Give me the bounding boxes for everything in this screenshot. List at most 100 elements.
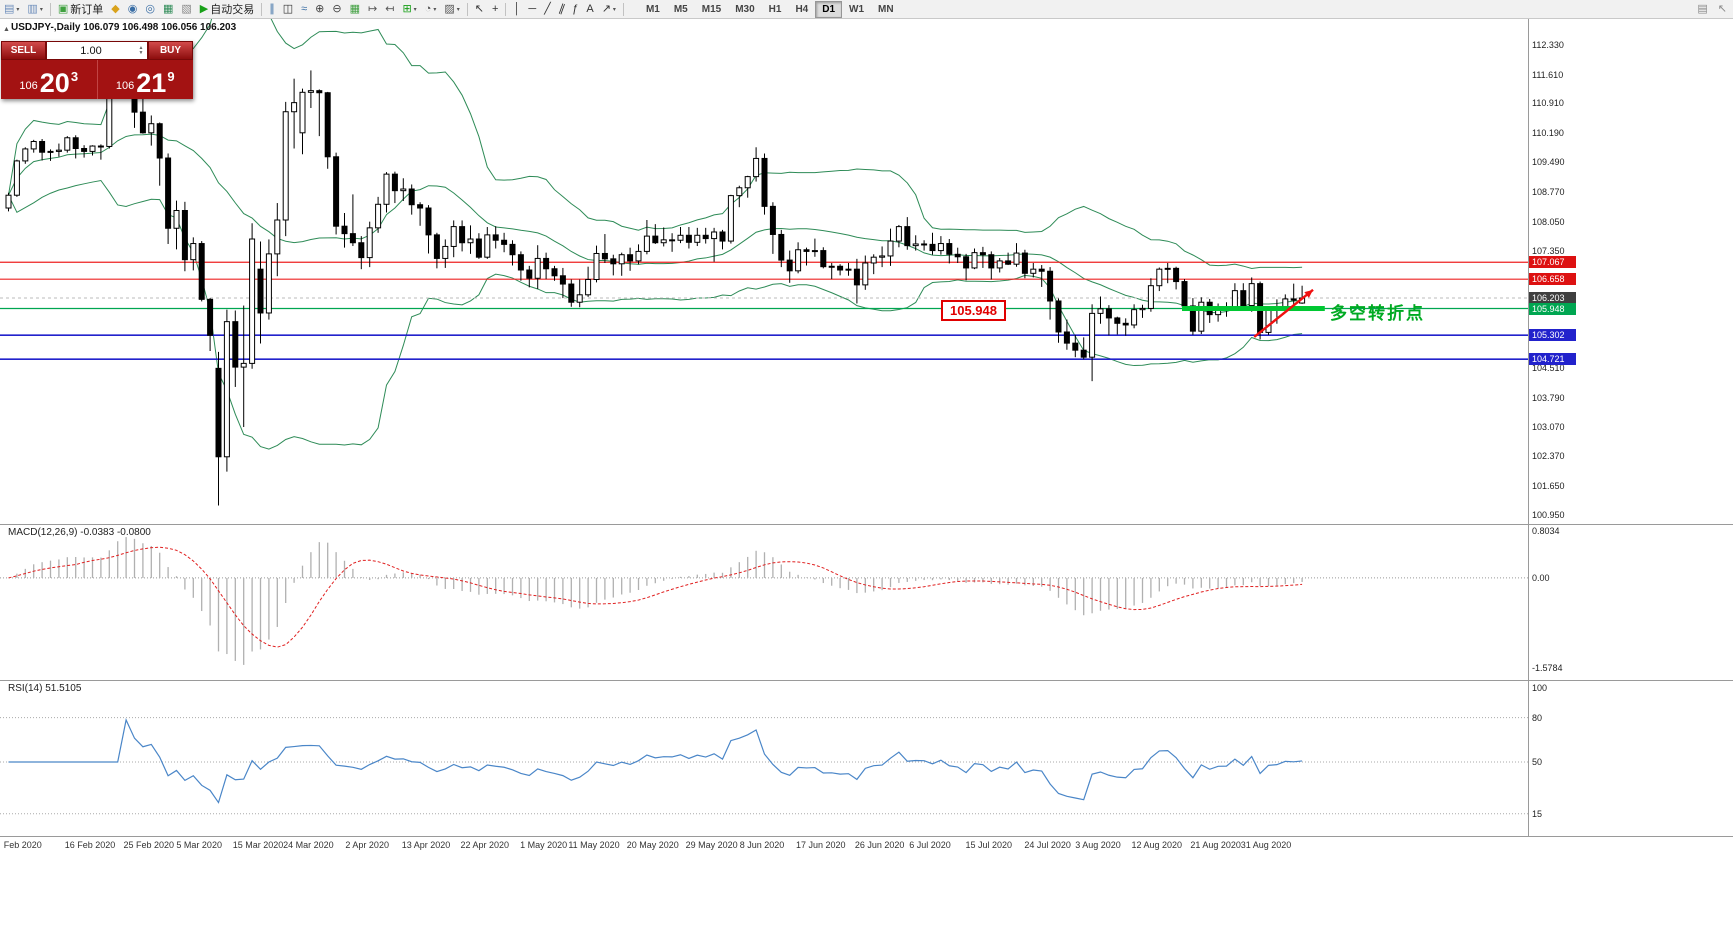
indicators-icon[interactable]: ⊞ ▾ (398, 1, 420, 17)
timeframe-d1[interactable]: D1 (815, 0, 843, 18)
candle (383, 173, 390, 205)
candle (669, 239, 676, 242)
candle (862, 262, 869, 286)
candle (711, 231, 718, 240)
vertical-line-icon[interactable]: │ (509, 1, 524, 17)
candle (627, 254, 634, 262)
candle (484, 234, 491, 258)
zoom-out-icon[interactable]: ⊖ (328, 1, 345, 17)
timeframe-m5[interactable]: M5 (673, 3, 688, 15)
channel-icon[interactable]: ∥ (555, 1, 569, 17)
timeframe-m15[interactable]: M15 (701, 3, 722, 15)
candle (1122, 322, 1129, 326)
candle (156, 123, 163, 159)
volume-down-icon[interactable]: ▼ (138, 49, 144, 56)
candle (22, 148, 29, 162)
candle (240, 362, 247, 368)
text-icon[interactable]: A (582, 1, 597, 17)
candle (895, 226, 902, 242)
toolbar-items: ▤ ▾ ▥ ▾ ▣ 新订单 ◆ ◉ ◎ ▦ ▧ ▶ 自动交易 ∥ ◫ ≈ ⊕ ⊖ ▦ ↦ ↤ ⊞ ▾ ◔ ▾ ▨ ▾ ↖ + │ ─ ╱ ∥ ƒ A… (0, 0, 901, 18)
candle (450, 226, 457, 247)
candle (459, 226, 466, 244)
templates-icon[interactable]: ▨ ▾ (440, 1, 463, 17)
candle (1072, 342, 1079, 351)
auto-trading-icon: ▶ (199, 2, 209, 15)
candle (1021, 252, 1028, 274)
candle (921, 243, 928, 246)
candle (702, 234, 709, 240)
toolbar-right: ▤ ↖ (1697, 0, 1727, 18)
fibonacci-icon[interactable]: ƒ (568, 1, 582, 17)
periods-icon[interactable]: ◔ ▾ (421, 1, 441, 17)
new-chart-icon[interactable]: ▤ ▾ (0, 1, 23, 17)
timeframe-mn[interactable]: MN (878, 3, 894, 15)
candle (299, 91, 306, 134)
candle (727, 195, 734, 242)
candle (736, 187, 743, 197)
bar-chart-icon[interactable]: ∥ (265, 1, 279, 17)
buy-button[interactable]: BUY (148, 41, 193, 60)
timeframe-h4[interactable]: H4 (795, 3, 809, 15)
zoom-in-icon: ⊕ (315, 2, 325, 15)
fibonacci-icon: ƒ (572, 2, 579, 15)
candle (173, 209, 180, 229)
chart-annotation[interactable]: 多空转折点 (1330, 304, 1425, 323)
trendline-icon[interactable]: ╱ (540, 1, 555, 17)
timeframe-w1[interactable]: W1 (849, 3, 865, 15)
navigator-icon[interactable]: ◎ (141, 1, 159, 17)
volume-spinner[interactable]: ▲ ▼ (135, 44, 147, 56)
profiles-icon[interactable]: ▥ ▾ (23, 1, 46, 17)
candle (408, 188, 415, 206)
pointer-icon[interactable]: ↖ (1717, 2, 1727, 15)
trade-panel-collapse-icon[interactable]: ▲ (3, 26, 10, 33)
candle (719, 231, 726, 242)
chart-window-icon[interactable]: ▤ (1697, 2, 1708, 15)
chart-shift-icon[interactable]: ↤ (381, 1, 398, 17)
horizontal-line-icon[interactable]: ─ (524, 1, 540, 17)
terminal-icon: ▦ (162, 2, 174, 15)
candlesticks (5, 49, 1306, 506)
crosshair-icon[interactable]: + (488, 1, 502, 17)
auto-scroll-icon[interactable]: ↦ (364, 1, 381, 17)
cursor-icon: ↖ (474, 2, 484, 15)
buy-price[interactable]: 106 21 9 (98, 60, 194, 99)
new-order-button[interactable]: ▣ 新订单 (54, 1, 107, 17)
toolbar-separator (622, 2, 624, 16)
candle (610, 258, 617, 265)
sell-button[interactable]: SELL (1, 41, 46, 60)
price-callout[interactable]: 105.948 (941, 300, 1006, 321)
candle (1265, 309, 1272, 333)
candle (207, 298, 214, 336)
volume-up-icon[interactable]: ▲ (138, 44, 144, 51)
timeframe-m1[interactable]: M1 (645, 3, 660, 15)
tile-windows-icon: ▦ (349, 2, 361, 15)
sell-price[interactable]: 106 20 3 (1, 60, 98, 99)
line-chart-icon[interactable]: ≈ (297, 1, 311, 17)
candle (257, 268, 264, 314)
candle (786, 259, 793, 272)
candle (64, 137, 71, 151)
candle (232, 321, 239, 368)
volume-input[interactable]: 1.00 ▲ ▼ (46, 41, 148, 60)
macd-panel (0, 537, 1528, 665)
timeframe-m30[interactable]: M30 (735, 3, 755, 15)
data-window-icon[interactable]: ◉ (124, 1, 142, 17)
cursor-icon[interactable]: ↖ (471, 1, 488, 17)
zoom-in-icon[interactable]: ⊕ (311, 1, 328, 17)
candlestick-chart-icon[interactable]: ◫ (279, 1, 297, 17)
arrows-icon: ↗ (601, 2, 611, 15)
terminal-icon[interactable]: ▦ (159, 1, 177, 17)
support-zone[interactable] (1182, 306, 1325, 312)
trend-arrow[interactable] (1253, 288, 1314, 338)
arrows-icon[interactable]: ↗ ▾ (598, 1, 620, 17)
auto-trading-button[interactable]: ▶ 自动交易 (196, 1, 258, 17)
timeframe-h1[interactable]: H1 (768, 3, 782, 15)
candle (753, 157, 760, 178)
candle (904, 226, 911, 247)
tile-windows-icon[interactable]: ▦ (346, 1, 364, 17)
market-watch-icon[interactable]: ◆ (107, 1, 123, 17)
strategy-tester-icon[interactable]: ▧ (177, 1, 195, 17)
auto-scroll-icon: ↦ (368, 2, 378, 15)
candle (417, 204, 424, 209)
